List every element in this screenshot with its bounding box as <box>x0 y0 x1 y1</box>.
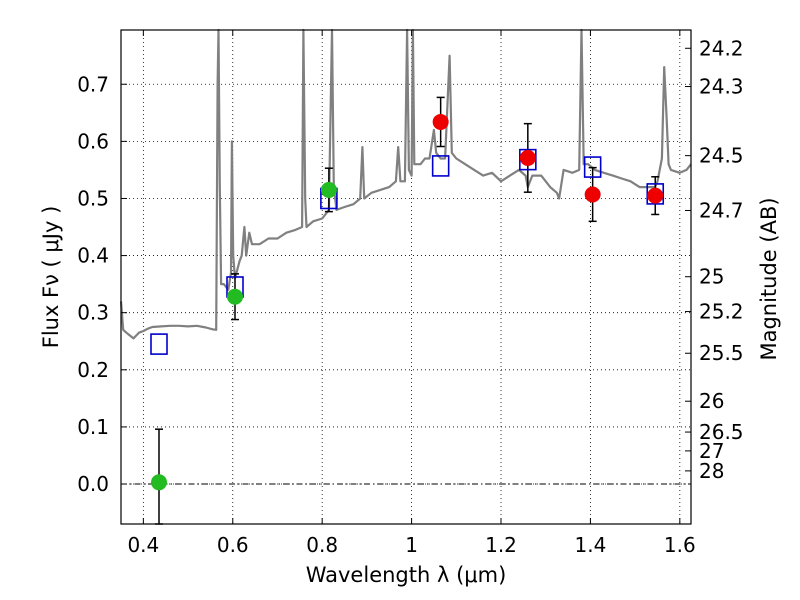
y-tick-label: 0.1 <box>77 415 109 439</box>
x-tick-label: 1 <box>405 533 418 557</box>
y-axis-title: Flux Fν ( μJy ) <box>39 206 63 349</box>
y-tick-label: 0.3 <box>77 301 109 325</box>
green-data-point <box>227 288 243 305</box>
x-tick-label: 1.6 <box>664 533 696 557</box>
x-axis-title: Wavelength λ (μm) <box>306 563 507 587</box>
x-tick-label: 0.8 <box>306 533 338 557</box>
y-tick-label: 0.5 <box>77 186 109 210</box>
right-tick-label: 27 <box>699 439 724 463</box>
ticks <box>121 30 691 524</box>
spectrum <box>119 28 692 340</box>
tick-labels: 0.4 0.6 0.8 1 1.2 1.4 1.6 0.0 0.1 0.2 0.3 0.4 0.5 0.6… <box>77 36 743 557</box>
red-data-point <box>584 186 601 203</box>
right-tick-label: 25.2 <box>699 300 744 324</box>
right-tick-label: 24.7 <box>699 198 744 222</box>
x-tick-label: 1.2 <box>485 533 517 557</box>
green-data-point <box>320 181 337 198</box>
right-tick-label: 25 <box>699 265 724 289</box>
y-tick-label: 0.4 <box>77 244 109 268</box>
y-tick-label: 0.7 <box>77 72 109 96</box>
model-square-marker <box>519 148 537 171</box>
right-tick-label: 24.3 <box>699 75 744 99</box>
x-tick-label: 0.4 <box>127 533 159 557</box>
right-tick-label: 24.2 <box>699 36 744 60</box>
right-tick-label: 25.5 <box>699 341 744 365</box>
model-square-marker <box>583 156 602 178</box>
right-tick-label: 24.5 <box>699 144 744 168</box>
green-data-point <box>151 474 167 491</box>
red-data-point <box>432 113 449 130</box>
red-data-point <box>519 149 536 166</box>
y-tick-label: 0.0 <box>77 472 109 496</box>
right-tick-label: 26 <box>699 389 724 413</box>
y-tick-label: 0.6 <box>77 129 109 153</box>
x-tick-label: 1.4 <box>575 533 607 557</box>
red-data-point <box>647 187 664 204</box>
x-tick-label: 0.6 <box>217 533 249 557</box>
model-square-marker <box>646 183 665 205</box>
model-square-marker <box>150 333 168 355</box>
markers <box>150 113 665 491</box>
right-tick-label: 28 <box>699 459 724 483</box>
right-tick-label: 26.5 <box>699 420 744 444</box>
plot-frame <box>120 29 692 525</box>
right-axis-title: Magnitude (AB) <box>757 197 781 360</box>
y-tick-label: 0.2 <box>77 358 109 382</box>
model-square-marker <box>431 155 450 177</box>
spectrum-line <box>119 28 692 340</box>
